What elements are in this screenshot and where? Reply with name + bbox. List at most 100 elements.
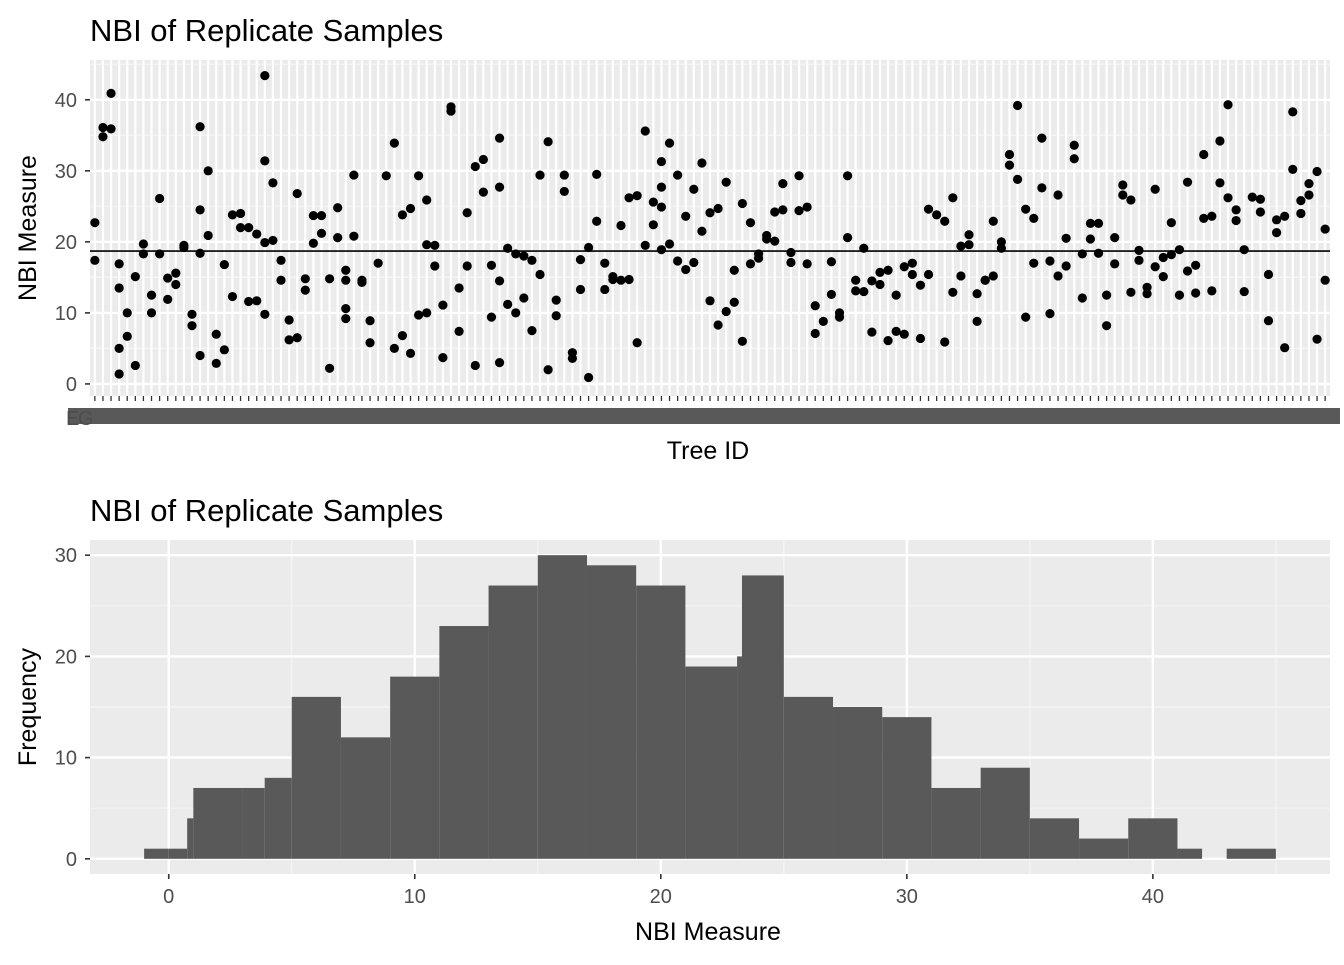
scatter-point: [252, 296, 262, 306]
scatter-point: [260, 237, 270, 248]
scatter-point: [90, 218, 100, 228]
scatter-point: [381, 171, 391, 181]
scatter-point: [527, 326, 537, 336]
scatter-point: [972, 316, 982, 327]
histogram-bar: [187, 818, 194, 859]
scatter-point: [1012, 174, 1023, 184]
scatter-point: [341, 265, 351, 275]
scatter-point: [616, 220, 626, 231]
scatter-point: [859, 243, 869, 253]
scatter-point: [632, 191, 642, 201]
scatter-point: [624, 274, 634, 285]
scatter-point: [656, 202, 667, 212]
scatter-point: [648, 220, 658, 230]
scatter-title: NBI of Replicate Samples: [90, 13, 443, 48]
scatter-point: [559, 186, 569, 197]
histogram-bar: [586, 565, 637, 859]
scatter-point: [219, 345, 229, 355]
scatter-point: [1021, 204, 1031, 214]
histogram-bar: [242, 787, 265, 859]
scatter-point: [1182, 266, 1193, 276]
scatter-point: [826, 257, 837, 267]
scatter-point: [1271, 228, 1282, 238]
scatter-point: [1085, 218, 1096, 228]
scatter-point: [324, 363, 335, 373]
scatter-point: [171, 279, 181, 290]
scatter-point: [794, 171, 804, 181]
scatter-point: [1320, 224, 1330, 234]
scatter-point: [713, 320, 723, 330]
scatter-point: [138, 239, 149, 249]
scatter-point: [737, 336, 747, 346]
scatter-y-tick-label: 40: [55, 90, 77, 112]
scatter-point: [681, 264, 691, 275]
scatter-y-axis-title: NBI Measure: [14, 155, 42, 301]
scatter-point: [130, 272, 140, 282]
histogram-y-tick-label: 10: [55, 748, 77, 770]
scatter-point: [923, 269, 934, 280]
histogram-bar: [1177, 848, 1203, 859]
scatter-point: [211, 358, 221, 368]
scatter-point: [664, 138, 675, 148]
scatter-point: [430, 240, 440, 251]
scatter-point: [1053, 271, 1063, 281]
scatter-point: [689, 257, 699, 268]
scatter-point: [867, 327, 877, 337]
scatter-point: [1150, 184, 1160, 194]
scatter-point: [770, 207, 780, 217]
scatter-point: [260, 309, 270, 319]
scatter-point: [583, 242, 594, 253]
scatter-point: [1118, 180, 1128, 190]
scatter-point: [227, 291, 238, 302]
scatter-point: [1077, 249, 1087, 259]
scatter-point: [745, 218, 756, 228]
scatter-point: [316, 228, 327, 238]
scatter-point: [802, 259, 812, 269]
scatter-point: [1021, 312, 1031, 322]
scatter-point: [1142, 289, 1152, 299]
scatter-point: [1223, 193, 1233, 203]
scatter-point: [203, 230, 213, 241]
scatter-point: [114, 343, 124, 354]
scatter-point: [956, 271, 966, 281]
scatter-point: [810, 301, 820, 311]
scatter-point: [122, 331, 132, 341]
scatter-point: [462, 261, 472, 271]
histogram-bar: [1226, 848, 1276, 859]
scatter-point: [592, 216, 602, 226]
histogram-bar: [193, 787, 243, 859]
scatter-point: [163, 294, 173, 304]
histogram-y-axis-title: Frequency: [14, 647, 42, 766]
scatter-point: [1061, 261, 1071, 271]
scatter-point: [1182, 177, 1193, 187]
scatter-point: [397, 210, 408, 220]
histogram-y-tick-label: 30: [55, 545, 77, 567]
scatter-point: [138, 249, 149, 259]
scatter-point: [1093, 218, 1104, 228]
histogram-x-tick-label: 30: [896, 886, 918, 908]
scatter-point: [1304, 190, 1314, 200]
scatter-point: [867, 276, 877, 286]
scatter-point: [98, 122, 108, 133]
scatter-point: [494, 276, 505, 286]
scatter-point: [834, 312, 845, 322]
scatter-point: [681, 211, 691, 221]
scatter-point: [130, 360, 140, 371]
scatter-point: [1069, 154, 1079, 164]
scatter-point: [187, 309, 197, 319]
scatter-point: [543, 365, 553, 375]
scatter-point: [1150, 262, 1160, 272]
scatter-point: [219, 259, 229, 270]
scatter-point: [486, 312, 497, 322]
scatter-point: [940, 216, 950, 226]
scatter-point: [1102, 290, 1112, 300]
scatter-point: [705, 296, 715, 306]
scatter-point: [146, 308, 157, 318]
scatter-point: [422, 195, 432, 205]
scatter-point: [122, 308, 132, 318]
scatter-point: [146, 290, 157, 300]
scatter-point: [1134, 245, 1144, 255]
scatter-point: [842, 232, 853, 243]
scatter-point: [1239, 286, 1249, 297]
